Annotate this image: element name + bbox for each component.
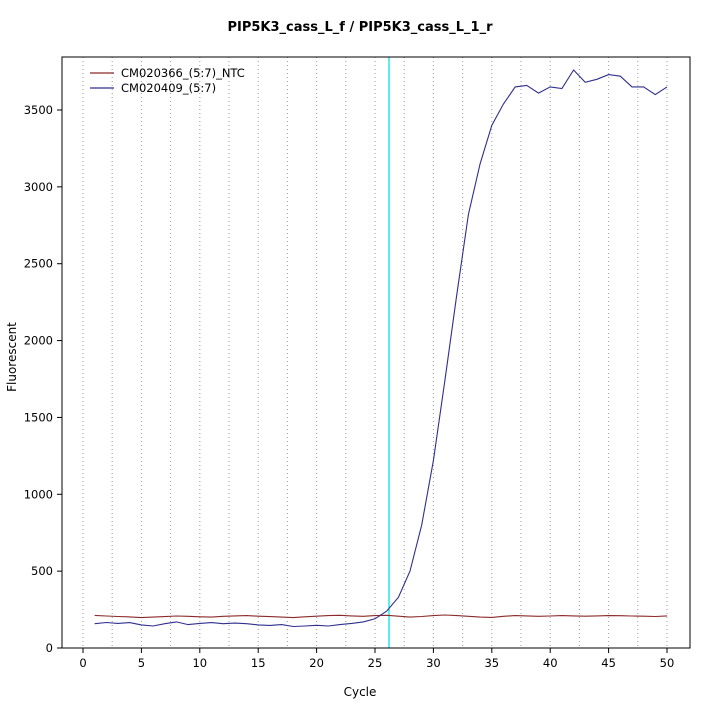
series-line-CM020409-5-7- <box>94 69 668 628</box>
y-tick-label: 2000 <box>24 334 53 348</box>
y-axis-label: Fluorescent <box>5 322 19 392</box>
y-tick-label: 1500 <box>24 410 53 424</box>
x-tick-label: 35 <box>484 656 499 670</box>
y-tick-label: 500 <box>31 564 53 578</box>
x-tick-label: 45 <box>601 656 616 670</box>
plot-border <box>61 56 691 649</box>
chart-title: PIP5K3_cass_L_f / PIP5K3_cass_L_1_r <box>227 20 493 35</box>
x-tick-label: 5 <box>138 656 145 670</box>
x-tick-label: 50 <box>660 656 675 670</box>
x-tick-label: 15 <box>251 656 266 670</box>
x-tick-label: 40 <box>543 656 558 670</box>
y-tick-label: 0 <box>46 641 53 655</box>
y-tick-label: 3000 <box>24 180 53 194</box>
x-axis-label: Cycle <box>343 685 377 699</box>
x-tick-label: 25 <box>368 656 383 670</box>
legend-label: CM020366_(5:7)_NTC <box>121 66 245 80</box>
y-tick-label: 2500 <box>24 257 53 271</box>
x-tick-label: 20 <box>309 656 324 670</box>
y-tick-label: 1000 <box>24 487 53 501</box>
legend-label: CM020409_(5:7) <box>121 81 216 95</box>
x-tick-label: 30 <box>426 656 441 670</box>
x-tick-label: 0 <box>79 656 86 670</box>
x-tick-label: 10 <box>192 656 207 670</box>
y-tick-label: 3500 <box>24 103 53 117</box>
